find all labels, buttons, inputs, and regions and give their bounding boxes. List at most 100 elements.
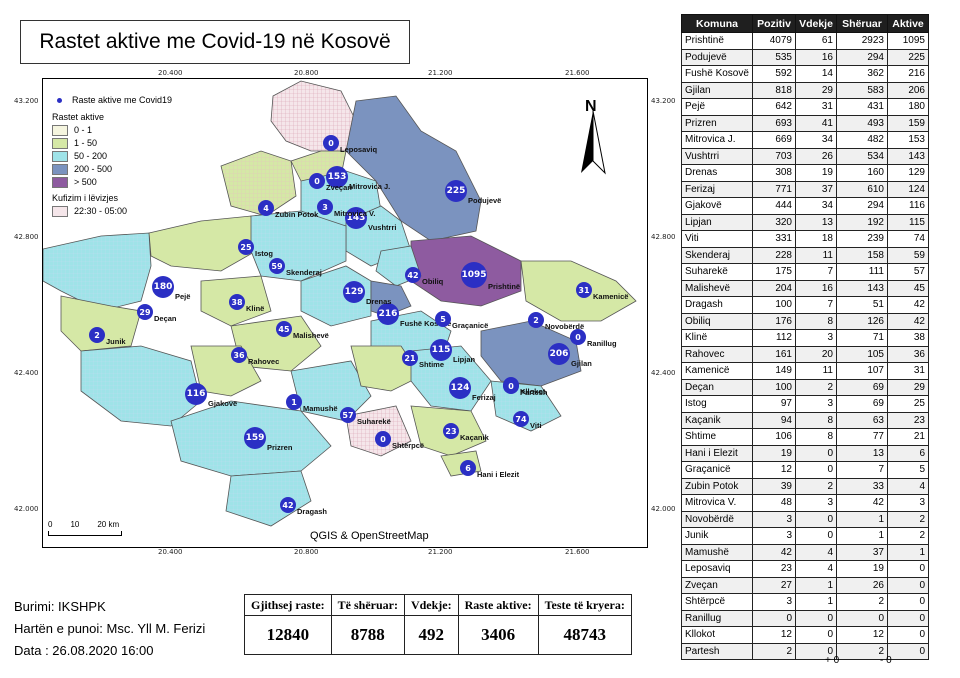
table-row: Klinë 112 3 71 38 <box>681 329 929 347</box>
table-cell: 0 <box>795 626 837 644</box>
summary-header-row: Gjithsej raste: Të shëruar: Vdekje: Rast… <box>244 594 632 616</box>
legend-classes-title: Rastet aktive <box>52 112 105 122</box>
table-cell: 31 <box>887 362 929 380</box>
point-marker-icon <box>57 98 62 103</box>
summary-header-active: Raste aktive: <box>457 594 539 616</box>
table-cell: 158 <box>836 246 888 264</box>
coord-left-3: 42.400 <box>14 369 39 377</box>
table-row: Shtërpcë 3 1 2 0 <box>681 593 929 611</box>
marker-label: Prishtinë <box>488 282 521 291</box>
table-cell: Partesh <box>681 642 753 660</box>
col-header-komuna: Komuna <box>681 14 753 33</box>
table-cell: Leposaviq <box>681 560 753 578</box>
marker-label: Shtime <box>419 360 445 369</box>
coord-right-2: 42.800 <box>651 233 676 241</box>
table-cell: 42 <box>887 296 929 314</box>
map-info: Burimi: IKSHPK Hartën e punoi: Msc. Yll … <box>14 596 205 662</box>
table-cell: 42 <box>887 312 929 330</box>
table-cell: 8 <box>795 428 837 446</box>
table-cell: 703 <box>752 147 796 165</box>
table-cell: 0 <box>887 626 929 644</box>
marker-label: Vushtrri <box>368 223 397 232</box>
table-cell: 2 <box>752 642 796 660</box>
table-row: Vushtrri 703 26 534 143 <box>681 147 929 165</box>
summary-value-total: 12840 <box>244 615 332 655</box>
table-cell: 1 <box>836 527 888 545</box>
table-cell: Zubin Potok <box>681 477 753 495</box>
marker-circle: 6 <box>460 460 476 476</box>
table-cell: 0 <box>887 593 929 611</box>
marker-circle: 42 <box>405 267 421 283</box>
marker-label: Zveçan <box>326 183 352 192</box>
region-gjakove <box>80 345 202 427</box>
table-cell: 59 <box>887 246 929 264</box>
scale-tick-10: 10 <box>70 520 80 529</box>
map-frame: 1095 Prishtinë 225 Podujevë 216 Fushë Kosovë 2… <box>42 78 648 548</box>
table-cell: 159 <box>887 114 929 132</box>
legend-curfew-title: Kufizim i lëvizjes <box>52 193 119 203</box>
map-legend: Raste aktive me Covid19 Rastet aktive 0 … <box>52 94 172 218</box>
marker-circle: 0 <box>323 135 339 151</box>
marker-label: Prizren <box>267 443 293 452</box>
table-row: Suharekë 175 7 111 57 <box>681 263 929 281</box>
table-cell: 161 <box>752 345 796 363</box>
table-cell: Fushë Kosovë <box>681 65 753 83</box>
legend-class-label: 1 - 50 <box>74 138 98 148</box>
table-cell: 106 <box>752 428 796 446</box>
summary-value-deaths: 492 <box>403 615 459 655</box>
table-row: Skenderaj 228 11 158 59 <box>681 246 929 264</box>
table-cell: 124 <box>887 180 929 198</box>
table-cell: 45 <box>887 279 929 297</box>
table-cell: 294 <box>836 48 888 66</box>
coord-right-4: 42.000 <box>651 505 676 513</box>
marker-label: Mamushë <box>303 404 338 413</box>
summary-value-tests: 48743 <box>537 615 632 655</box>
table-row: Junik 3 0 1 2 <box>681 527 929 545</box>
table-cell: 129 <box>887 164 929 182</box>
marker-label: Klinë <box>246 304 265 313</box>
table-row: Ferizaj 771 37 610 124 <box>681 180 929 198</box>
table-cell: 3 <box>887 494 929 512</box>
marker-circle: 4 <box>258 200 274 216</box>
marker-label: Novobërdë <box>545 322 585 331</box>
table-cell: 1095 <box>887 32 929 50</box>
marker-label: Suharekë <box>357 417 391 426</box>
table-cell: 149 <box>752 362 796 380</box>
table-cell: Ferizaj <box>681 180 753 198</box>
marker-label: Ferizaj <box>472 393 496 402</box>
table-cell: 4079 <box>752 32 796 50</box>
marker-label: Shtërpcë <box>392 441 425 450</box>
marker-label: Obiliq <box>422 277 444 286</box>
table-cell: 16 <box>795 48 837 66</box>
table-cell: 0 <box>795 642 837 660</box>
table-cell: 51 <box>836 296 888 314</box>
table-cell: 23 <box>887 411 929 429</box>
table-cell: 42 <box>752 543 796 561</box>
table-cell: 21 <box>887 428 929 446</box>
marker-label: Kamenicë <box>593 292 629 301</box>
marker-circle: 5 <box>435 311 451 327</box>
table-row: Hani i Elezit 19 0 13 6 <box>681 444 929 462</box>
table-cell: Prizren <box>681 114 753 132</box>
table-cell: 31 <box>795 98 837 116</box>
legend-point-label: Raste aktive me Covid19 <box>72 95 173 105</box>
table-cell: 225 <box>887 48 929 66</box>
marker-circle: 153 <box>326 166 348 188</box>
marker-label: Gjakovë <box>208 399 238 408</box>
coord-bottom-2: 20.800 <box>294 548 319 556</box>
table-cell: 74 <box>887 230 929 248</box>
table-row: Malishevë 204 16 143 45 <box>681 279 929 297</box>
table-cell: 3 <box>752 527 796 545</box>
table-cell: 2 <box>887 510 929 528</box>
table-cell: 176 <box>752 312 796 330</box>
marker-circle: 180 <box>152 276 174 298</box>
marker-label: Zubin Potok <box>275 210 319 219</box>
table-row: Ranillug 0 0 0 0 <box>681 609 929 627</box>
table-cell: 482 <box>836 131 888 149</box>
marker-circle: 23 <box>443 423 459 439</box>
table-cell: 3 <box>752 593 796 611</box>
table-cell: Istog <box>681 395 753 413</box>
info-date: Data : 26.08.2020 16:00 <box>14 643 154 658</box>
legend-point-row: Raste aktive me Covid19 <box>52 94 172 107</box>
table-row: Leposaviq 23 4 19 0 <box>681 560 929 578</box>
